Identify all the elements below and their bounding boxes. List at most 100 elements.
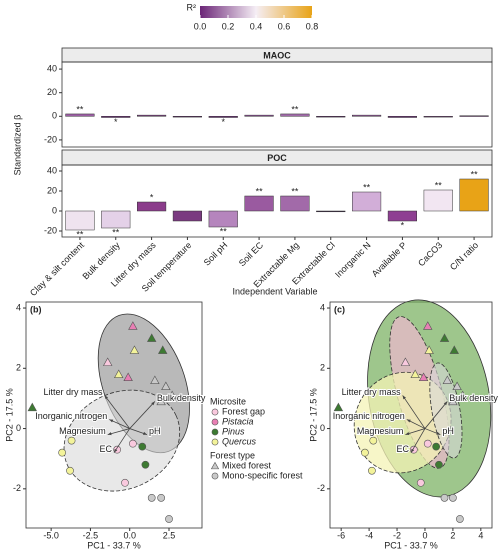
facet-title: POC [267, 153, 287, 163]
point [167, 390, 177, 400]
arrowhead [114, 448, 118, 453]
bar [65, 113, 95, 117]
bar [137, 201, 167, 212]
point [161, 381, 171, 391]
bar [387, 116, 418, 118]
y-tick-label: 40 [47, 63, 57, 73]
vector [402, 395, 426, 429]
colorbar-tick-label: 0.0 [194, 21, 207, 31]
point [103, 357, 113, 366]
x-tick-label: C/N ratio [448, 240, 480, 272]
legend-label: Pinus [222, 426, 245, 436]
significance-label: ** [291, 104, 299, 114]
arrowhead [151, 401, 155, 406]
y-tick-label: -20 [44, 225, 57, 235]
legend-label: Pistacia [222, 416, 254, 426]
legend-title: Forest type [210, 450, 255, 460]
significance-label: ** [363, 182, 371, 192]
y-tick-label: -2 [13, 483, 21, 493]
vector-label: EC [396, 444, 409, 454]
y-tick-label: 2 [320, 363, 325, 373]
bar [137, 114, 167, 117]
significance-label: ** [76, 229, 84, 239]
legend-marker [211, 408, 219, 416]
bar [352, 114, 382, 117]
vector-label: pH [442, 426, 454, 436]
colorbar-tick-label: 0.2 [222, 21, 235, 31]
y-tick-label: 20 [47, 185, 57, 195]
point [147, 333, 157, 342]
significance-label: ** [471, 169, 479, 179]
significance-label: * [221, 117, 225, 127]
vector-label: Litter dry mass [44, 387, 104, 397]
legend-marker [211, 418, 219, 426]
x-tick-label: CaCO3 [416, 240, 444, 268]
colorbar-tick-label: 0.6 [278, 21, 291, 31]
x-axis-title: PC1 - 33.7 % [384, 540, 438, 550]
point [138, 442, 147, 451]
x-tick-label: -4 [365, 530, 373, 540]
point [457, 390, 468, 400]
vector-label: Bulk density [449, 393, 498, 403]
colorbar-tick-label: 0.8 [306, 21, 319, 31]
panel-label: (b) [30, 304, 42, 314]
vector [424, 401, 448, 429]
point [432, 442, 441, 451]
arrowhead [107, 432, 112, 436]
point [449, 345, 460, 354]
bar [459, 178, 489, 212]
y-axis-title: Standardized β [12, 115, 22, 176]
x-tick-label: 0 [422, 530, 427, 540]
arrowhead [443, 401, 448, 406]
y-tick-label: -20 [44, 134, 57, 144]
vector [113, 428, 131, 453]
legend-title: Microsite [210, 396, 246, 406]
vector [410, 428, 426, 453]
bar [208, 116, 238, 118]
x-tick-label: 2 [450, 530, 455, 540]
legend-label: Mono-specific forest [222, 470, 303, 480]
legend-marker [210, 461, 220, 470]
point [156, 396, 166, 406]
bar [280, 113, 310, 117]
bar [65, 210, 95, 231]
point [435, 460, 443, 469]
point [418, 372, 429, 381]
x-tick-label: -2 [393, 530, 401, 540]
point [66, 466, 74, 475]
vector-label: Litter dry mass [342, 387, 402, 397]
x-tick-label: Inorganic N [333, 240, 373, 280]
bar [387, 210, 418, 222]
x-tick-label: -6 [337, 530, 345, 540]
bar [280, 195, 310, 212]
bar [352, 191, 382, 212]
legend-label: Forest gap [222, 406, 265, 416]
vector [109, 419, 130, 429]
bar [172, 116, 202, 118]
bar [101, 116, 131, 118]
x-axis-title: PC1 - 33.7 % [87, 540, 141, 550]
point [424, 345, 434, 354]
legend-marker [211, 428, 219, 436]
point [141, 460, 150, 469]
point [147, 493, 156, 502]
point [121, 478, 129, 487]
arrowhead [406, 419, 411, 423]
y-tick-label: 4 [16, 302, 21, 312]
point [449, 493, 457, 502]
x-tick-label: -5.0 [43, 530, 59, 540]
y-tick-label: 4 [320, 302, 325, 312]
arrowhead [411, 448, 415, 453]
vector-label: Inorganic nitrogen [35, 411, 107, 421]
vector [107, 428, 130, 435]
y-tick-label: 40 [47, 165, 57, 175]
legend-label: Quercus [222, 436, 257, 446]
bar [101, 210, 131, 229]
x-tick-label: Soil EC [237, 240, 266, 269]
arrowhead [104, 395, 109, 400]
point [368, 466, 376, 475]
point [333, 402, 344, 412]
arrowhead [402, 395, 406, 400]
arrowhead [143, 431, 147, 435]
point [128, 439, 137, 448]
